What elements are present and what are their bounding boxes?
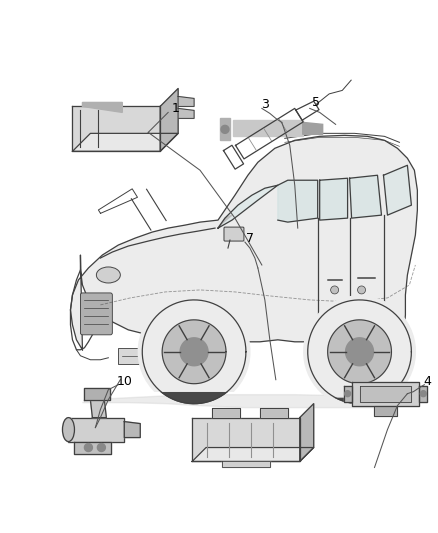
FancyBboxPatch shape xyxy=(224,227,244,241)
Polygon shape xyxy=(220,118,230,140)
Circle shape xyxy=(357,286,366,294)
Polygon shape xyxy=(192,448,314,462)
Polygon shape xyxy=(346,338,374,366)
Polygon shape xyxy=(74,441,111,454)
Polygon shape xyxy=(218,185,278,228)
Polygon shape xyxy=(345,391,350,397)
Text: 10: 10 xyxy=(117,375,132,388)
Polygon shape xyxy=(300,403,314,462)
Polygon shape xyxy=(419,386,427,402)
Polygon shape xyxy=(160,88,178,151)
Ellipse shape xyxy=(96,267,120,283)
Polygon shape xyxy=(82,102,122,112)
Ellipse shape xyxy=(63,417,74,441)
Text: 3: 3 xyxy=(261,98,269,111)
Polygon shape xyxy=(142,300,246,403)
Polygon shape xyxy=(260,408,288,417)
Polygon shape xyxy=(222,462,270,467)
Polygon shape xyxy=(72,107,160,151)
Polygon shape xyxy=(85,387,110,400)
Polygon shape xyxy=(72,133,178,151)
FancyBboxPatch shape xyxy=(81,293,112,335)
FancyBboxPatch shape xyxy=(118,348,150,364)
Polygon shape xyxy=(374,406,397,416)
Polygon shape xyxy=(278,180,318,222)
Polygon shape xyxy=(420,391,426,397)
Text: 4: 4 xyxy=(424,375,431,388)
Polygon shape xyxy=(178,108,194,118)
Polygon shape xyxy=(304,296,415,397)
Polygon shape xyxy=(138,296,250,391)
Polygon shape xyxy=(303,123,323,134)
Polygon shape xyxy=(124,422,140,438)
Polygon shape xyxy=(308,300,411,403)
Polygon shape xyxy=(162,320,226,384)
Polygon shape xyxy=(218,215,232,228)
Circle shape xyxy=(331,286,339,294)
Polygon shape xyxy=(221,125,229,133)
Polygon shape xyxy=(212,408,240,417)
Polygon shape xyxy=(97,443,106,451)
Polygon shape xyxy=(328,320,392,384)
Text: 1: 1 xyxy=(171,102,179,115)
Polygon shape xyxy=(82,394,414,408)
Polygon shape xyxy=(360,386,411,402)
Polygon shape xyxy=(350,175,381,218)
Polygon shape xyxy=(180,338,208,366)
Polygon shape xyxy=(178,96,194,107)
Polygon shape xyxy=(352,382,419,406)
Polygon shape xyxy=(85,443,92,451)
Polygon shape xyxy=(343,386,352,402)
Text: 7: 7 xyxy=(246,231,254,245)
Polygon shape xyxy=(192,417,300,462)
Polygon shape xyxy=(90,400,106,417)
Polygon shape xyxy=(384,165,411,215)
Polygon shape xyxy=(233,120,303,136)
Polygon shape xyxy=(320,178,348,220)
Text: 5: 5 xyxy=(312,96,320,109)
Polygon shape xyxy=(68,417,124,441)
Polygon shape xyxy=(71,135,417,350)
